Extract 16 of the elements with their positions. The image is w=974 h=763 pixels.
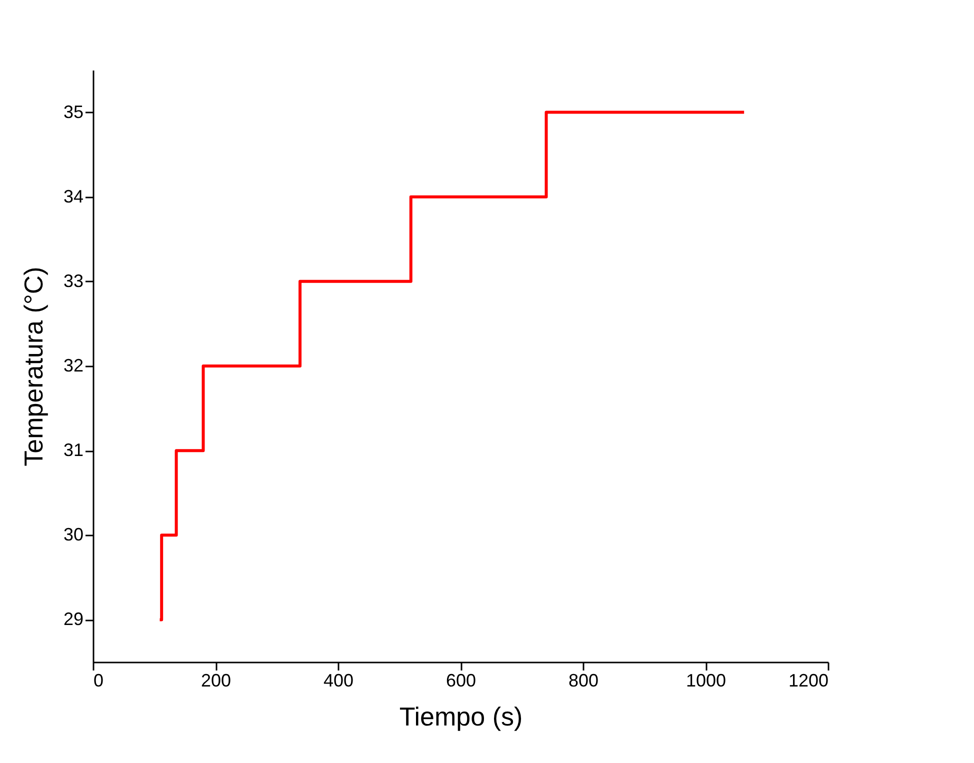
x-tick-label: 200	[200, 670, 232, 690]
x-tick-label: 600	[446, 670, 476, 690]
y-tick-label: 32	[63, 356, 84, 376]
y-tick-label: 35	[63, 102, 84, 122]
x-tick-label: 400	[323, 670, 354, 690]
x-axis-title: Tiempo (s)	[399, 702, 523, 732]
x-tick-label: 1200	[788, 670, 828, 690]
y-tick-label: 33	[63, 270, 84, 291]
y-tick-label: 30	[63, 524, 84, 545]
y-axis-title: Temperatura (°C)	[18, 266, 48, 466]
y-tick-label: 29	[63, 609, 84, 630]
y-tick-label: 31	[63, 440, 84, 460]
y-tick-label: 34	[63, 186, 84, 206]
x-tick-label: 0	[94, 670, 104, 690]
x-tick-label: 1000	[686, 670, 726, 690]
x-tick-label: 800	[568, 670, 599, 690]
